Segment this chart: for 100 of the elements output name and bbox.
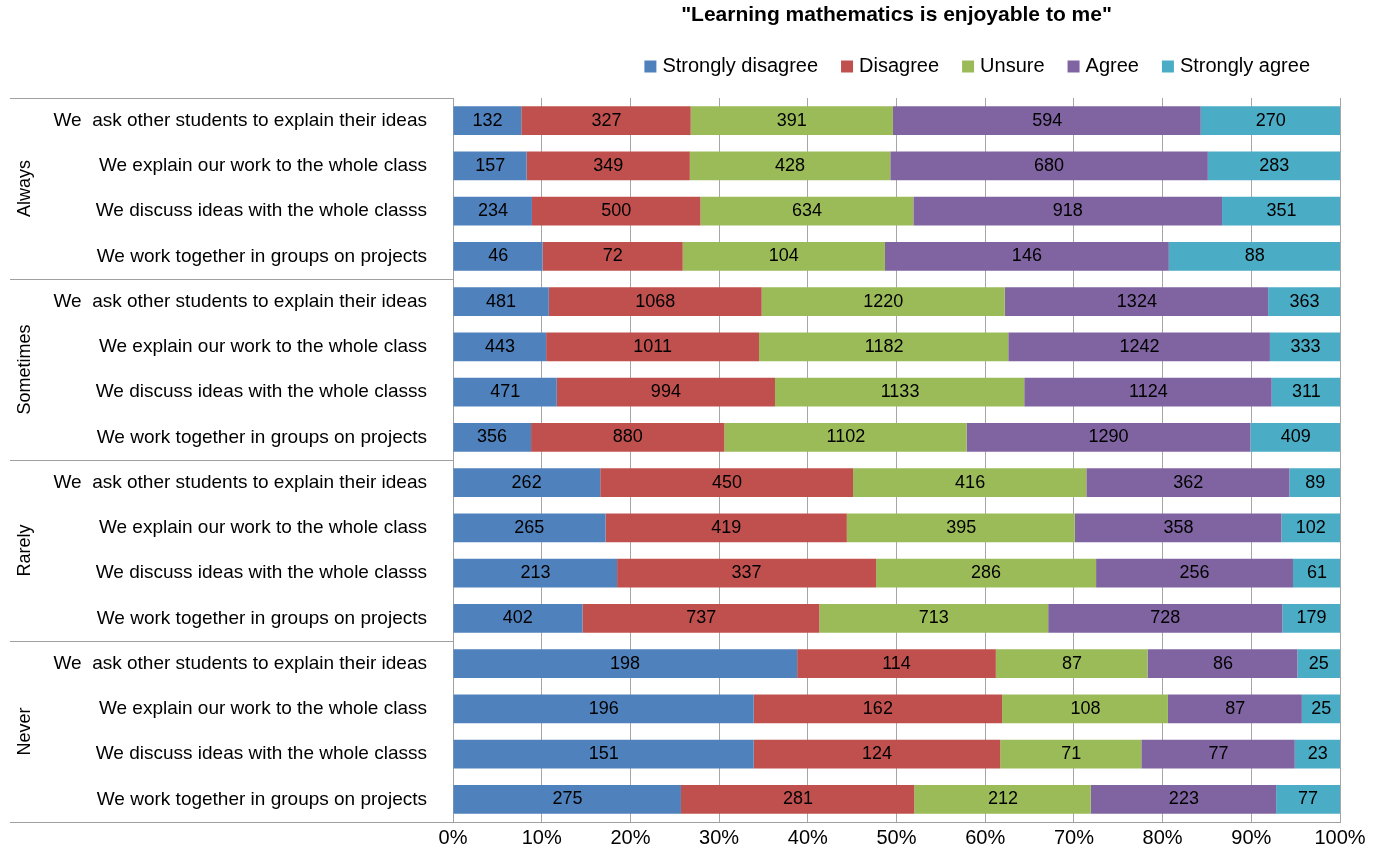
annotation: 25: [1308, 652, 1329, 673]
x-tick-label: 20%: [610, 825, 651, 848]
bar: [1207, 151, 1340, 181]
bar: [1000, 739, 1142, 769]
bar: [582, 603, 820, 633]
x-tick-label: 50%: [876, 825, 917, 848]
annotation: 25: [1311, 697, 1332, 718]
bar: [682, 241, 885, 271]
annotation: 349: [593, 154, 624, 175]
annotation: 880: [612, 426, 643, 447]
annotation: 114: [882, 652, 911, 673]
y-tick-label: We ask other students to explain their ideas: [53, 289, 427, 311]
bar: [453, 513, 606, 543]
y-tick-label: We discuss ideas with the whole classs: [95, 199, 427, 221]
annotation: 337: [731, 562, 762, 583]
bar: [556, 377, 775, 407]
bar: [1276, 784, 1340, 814]
bar: [1002, 694, 1168, 724]
bar: [453, 739, 754, 769]
bar: [724, 422, 967, 452]
y-tick-label: We explain our work to the whole class: [98, 154, 427, 176]
bar: [846, 513, 1075, 543]
annotation: 179: [1296, 607, 1327, 628]
annotation: 713: [918, 607, 949, 628]
y-tick-label: We discuss ideas with the whole classs: [95, 561, 427, 583]
bar: [1141, 739, 1295, 769]
bar: [853, 468, 1087, 498]
bar: [797, 649, 996, 679]
annotation: 212: [987, 788, 1018, 809]
annotation: 1242: [1119, 335, 1160, 356]
bar: [453, 649, 798, 679]
annotation: 327: [591, 109, 622, 130]
bar: [1147, 649, 1298, 679]
x-tick-label: 70%: [1053, 825, 1095, 848]
bar: [453, 603, 583, 633]
x-tick-label: 40%: [787, 825, 829, 848]
bar: [913, 196, 1223, 226]
annotation: 311: [1291, 381, 1321, 402]
annotation: 87: [1225, 697, 1246, 718]
bar: [1168, 241, 1340, 271]
bar: [689, 151, 891, 181]
bar: [761, 287, 1005, 317]
annotation: 157: [475, 154, 506, 175]
legend-label: Strongly disagree: [662, 54, 819, 77]
x-tick-label: 30%: [699, 825, 740, 848]
bar: [453, 332, 547, 362]
x-tick-label: 100%: [1314, 825, 1366, 848]
bar: [1167, 694, 1302, 724]
bar: [453, 784, 681, 814]
y-tick-label: We ask other students to explain their ideas: [53, 108, 427, 130]
annotation: 1182: [864, 335, 904, 356]
annotation: 358: [1163, 516, 1194, 537]
annotation: 61: [1306, 562, 1327, 583]
annotation: 124: [861, 743, 893, 764]
annotation: 86: [1212, 652, 1233, 673]
y-tick-label: We work together in groups on projects: [96, 244, 427, 266]
annotation: 46: [488, 245, 509, 266]
y-tick-label: We ask other students to explain their ideas: [53, 470, 427, 492]
annotation: 728: [1150, 607, 1181, 628]
annotation: 270: [1255, 109, 1286, 130]
annotation: 275: [552, 788, 583, 809]
annotation: 88: [1244, 245, 1265, 266]
bar: [914, 784, 1091, 814]
bar: [892, 106, 1201, 136]
annotation: 283: [1259, 154, 1290, 175]
bar: [774, 377, 1025, 407]
annotation: 1068: [635, 290, 676, 311]
annotation: 281: [783, 788, 814, 809]
bar: [453, 558, 618, 588]
bar: [700, 196, 914, 226]
annotation: 213: [520, 562, 551, 583]
annotation: 594: [1032, 109, 1063, 130]
bar: [526, 151, 690, 181]
annotation: 1124: [1129, 381, 1168, 402]
annotation: 409: [1280, 426, 1311, 447]
chart-title: "Learning mathematics is enjoyable to me": [681, 2, 1112, 26]
bar: [453, 694, 754, 724]
x-tick-label: 90%: [1231, 825, 1272, 848]
annotation: 256: [1179, 562, 1210, 583]
annotation: 500: [601, 200, 632, 221]
annotation: 77: [1208, 743, 1229, 764]
annotation: 198: [610, 652, 641, 673]
bar: [521, 106, 691, 136]
bar: [1008, 332, 1270, 362]
bar: [876, 558, 1097, 588]
annotation: 102: [1295, 516, 1326, 537]
bar: [453, 151, 527, 181]
bar: [759, 332, 1009, 362]
annotation: 1290: [1088, 426, 1129, 447]
bar: [542, 241, 683, 271]
bar: [548, 287, 762, 317]
bar: [1289, 468, 1340, 498]
annotation: 391: [776, 109, 807, 130]
annotation: 450: [712, 471, 743, 492]
y-tick-label: We ask other students to explain their ideas: [53, 651, 427, 673]
bar: [753, 694, 1003, 724]
y-axis-title: Never: [13, 707, 34, 756]
legend-label: Unsure: [980, 54, 1045, 77]
annotation: 1102: [826, 426, 866, 447]
bar: [605, 513, 847, 543]
